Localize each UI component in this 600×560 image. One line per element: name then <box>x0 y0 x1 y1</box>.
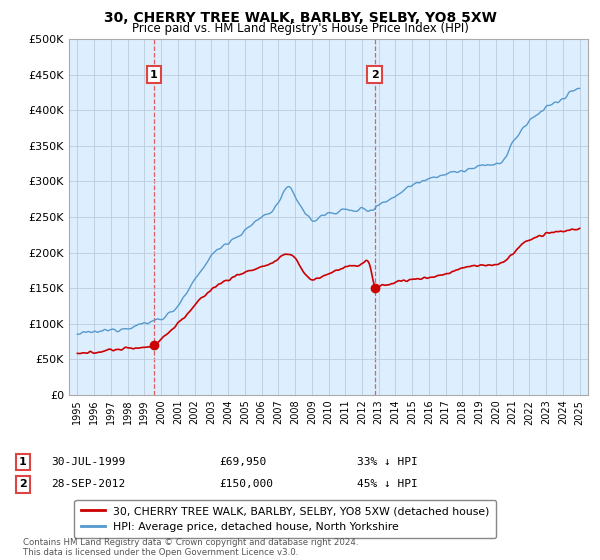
Text: 45% ↓ HPI: 45% ↓ HPI <box>357 479 418 489</box>
Text: 2: 2 <box>371 70 379 80</box>
Text: 28-SEP-2012: 28-SEP-2012 <box>51 479 125 489</box>
Text: 30-JUL-1999: 30-JUL-1999 <box>51 457 125 467</box>
Text: 30, CHERRY TREE WALK, BARLBY, SELBY, YO8 5XW: 30, CHERRY TREE WALK, BARLBY, SELBY, YO8… <box>104 11 496 25</box>
Text: 2: 2 <box>19 479 26 489</box>
Text: 33% ↓ HPI: 33% ↓ HPI <box>357 457 418 467</box>
Text: 1: 1 <box>19 457 26 467</box>
Text: £69,950: £69,950 <box>219 457 266 467</box>
Text: Price paid vs. HM Land Registry's House Price Index (HPI): Price paid vs. HM Land Registry's House … <box>131 22 469 35</box>
Text: 1: 1 <box>150 70 158 80</box>
Legend: 30, CHERRY TREE WALK, BARLBY, SELBY, YO8 5XW (detached house), HPI: Average pric: 30, CHERRY TREE WALK, BARLBY, SELBY, YO8… <box>74 500 496 538</box>
Text: Contains HM Land Registry data © Crown copyright and database right 2024.
This d: Contains HM Land Registry data © Crown c… <box>23 538 358 557</box>
Text: £150,000: £150,000 <box>219 479 273 489</box>
